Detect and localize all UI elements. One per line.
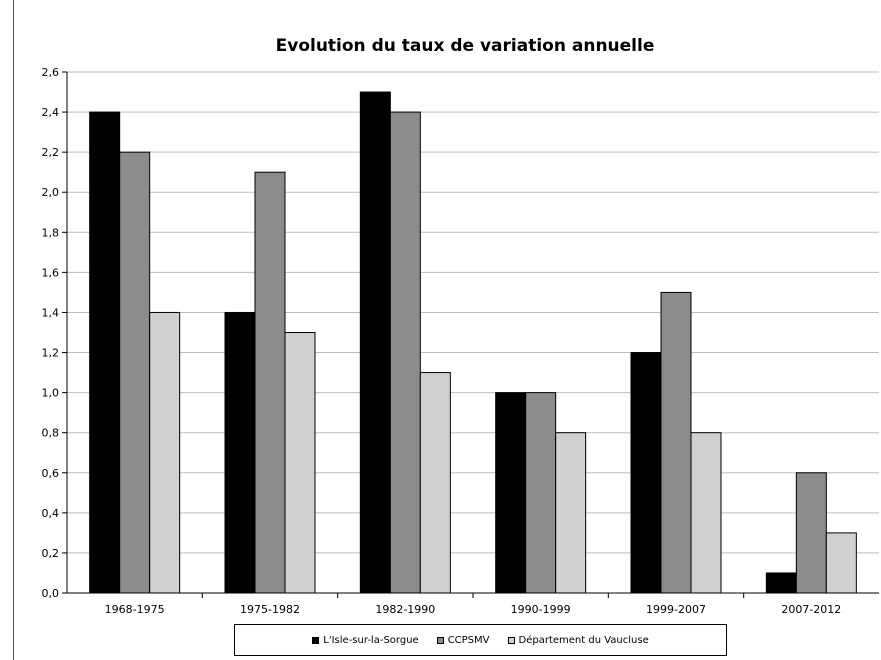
bar — [284, 332, 316, 594]
bars — [89, 91, 857, 594]
legend-item-vaucluse: Département du Vaucluse — [507, 634, 649, 646]
x-tick-label: 1982-1990 — [375, 603, 435, 616]
x-tick-label: 1990-1999 — [511, 603, 571, 616]
y-tick-label: 2,2 — [42, 146, 60, 159]
bar — [660, 291, 692, 594]
gridlines — [67, 71, 879, 554]
x-tick-label: 2007-2012 — [781, 603, 841, 616]
bar — [119, 151, 151, 594]
x-tick-label: 1968-1975 — [105, 603, 165, 616]
bar — [690, 432, 722, 594]
x-axis-ticks: 1968-1975 1975-1982 1982-1990 1990-1999 1999… — [105, 593, 841, 616]
bar — [630, 352, 662, 594]
y-axis-ticks: 0,0 0,2 0,4 0,6 0,8 1,0 1,2 1,4 1,6 1,8 2,0 2,2 2,4 2… — [42, 66, 67, 600]
bar — [254, 171, 286, 594]
y-tick-label: 1,6 — [42, 266, 60, 279]
y-tick-label: 0,2 — [42, 547, 60, 560]
legend-swatch-isle — [312, 636, 320, 644]
y-tick-label: 0,6 — [42, 467, 60, 480]
left-frame-line — [13, 0, 14, 660]
y-tick-label: 1,8 — [42, 226, 60, 239]
y-tick-label: 0,0 — [42, 587, 60, 600]
x-tick-label: 1999-2007 — [646, 603, 706, 616]
y-tick-label: 0,4 — [42, 507, 60, 520]
legend-item-isle: L'Isle-sur-la-Sorgue — [312, 634, 419, 646]
bar — [359, 91, 391, 594]
bar — [525, 392, 557, 594]
y-tick-label: 1,0 — [42, 387, 60, 400]
chart-title: Evolution du taux de variation annuelle — [276, 36, 655, 56]
bar — [224, 311, 256, 594]
bar — [555, 432, 587, 594]
y-tick-label: 1,4 — [42, 306, 60, 319]
y-tick-label: 2,0 — [42, 186, 60, 199]
bar — [795, 472, 827, 594]
legend-label-vaucluse: Département du Vaucluse — [518, 634, 649, 646]
legend-swatch-vaucluse — [507, 636, 515, 644]
x-tick-label: 1975-1982 — [240, 603, 300, 616]
bar — [419, 372, 451, 594]
bar — [825, 532, 857, 594]
bar — [149, 311, 181, 594]
bar — [389, 111, 421, 594]
legend-swatch-ccpsmv — [436, 636, 444, 644]
y-tick-label: 2,4 — [42, 106, 60, 119]
legend-label-ccpsmv: CCPSMV — [447, 634, 490, 646]
bar — [89, 111, 121, 594]
legend: L'Isle-sur-la-Sorgue CCPSMV Département … — [234, 624, 727, 656]
y-tick-label: 2,6 — [42, 66, 60, 79]
legend-label-isle: L'Isle-sur-la-Sorgue — [323, 634, 419, 646]
axes — [66, 72, 879, 594]
bar — [495, 392, 527, 594]
legend-item-ccpsmv: CCPSMV — [436, 634, 490, 646]
y-tick-label: 0,8 — [42, 427, 60, 440]
y-tick-label: 1,2 — [42, 347, 60, 360]
bar — [765, 572, 797, 594]
